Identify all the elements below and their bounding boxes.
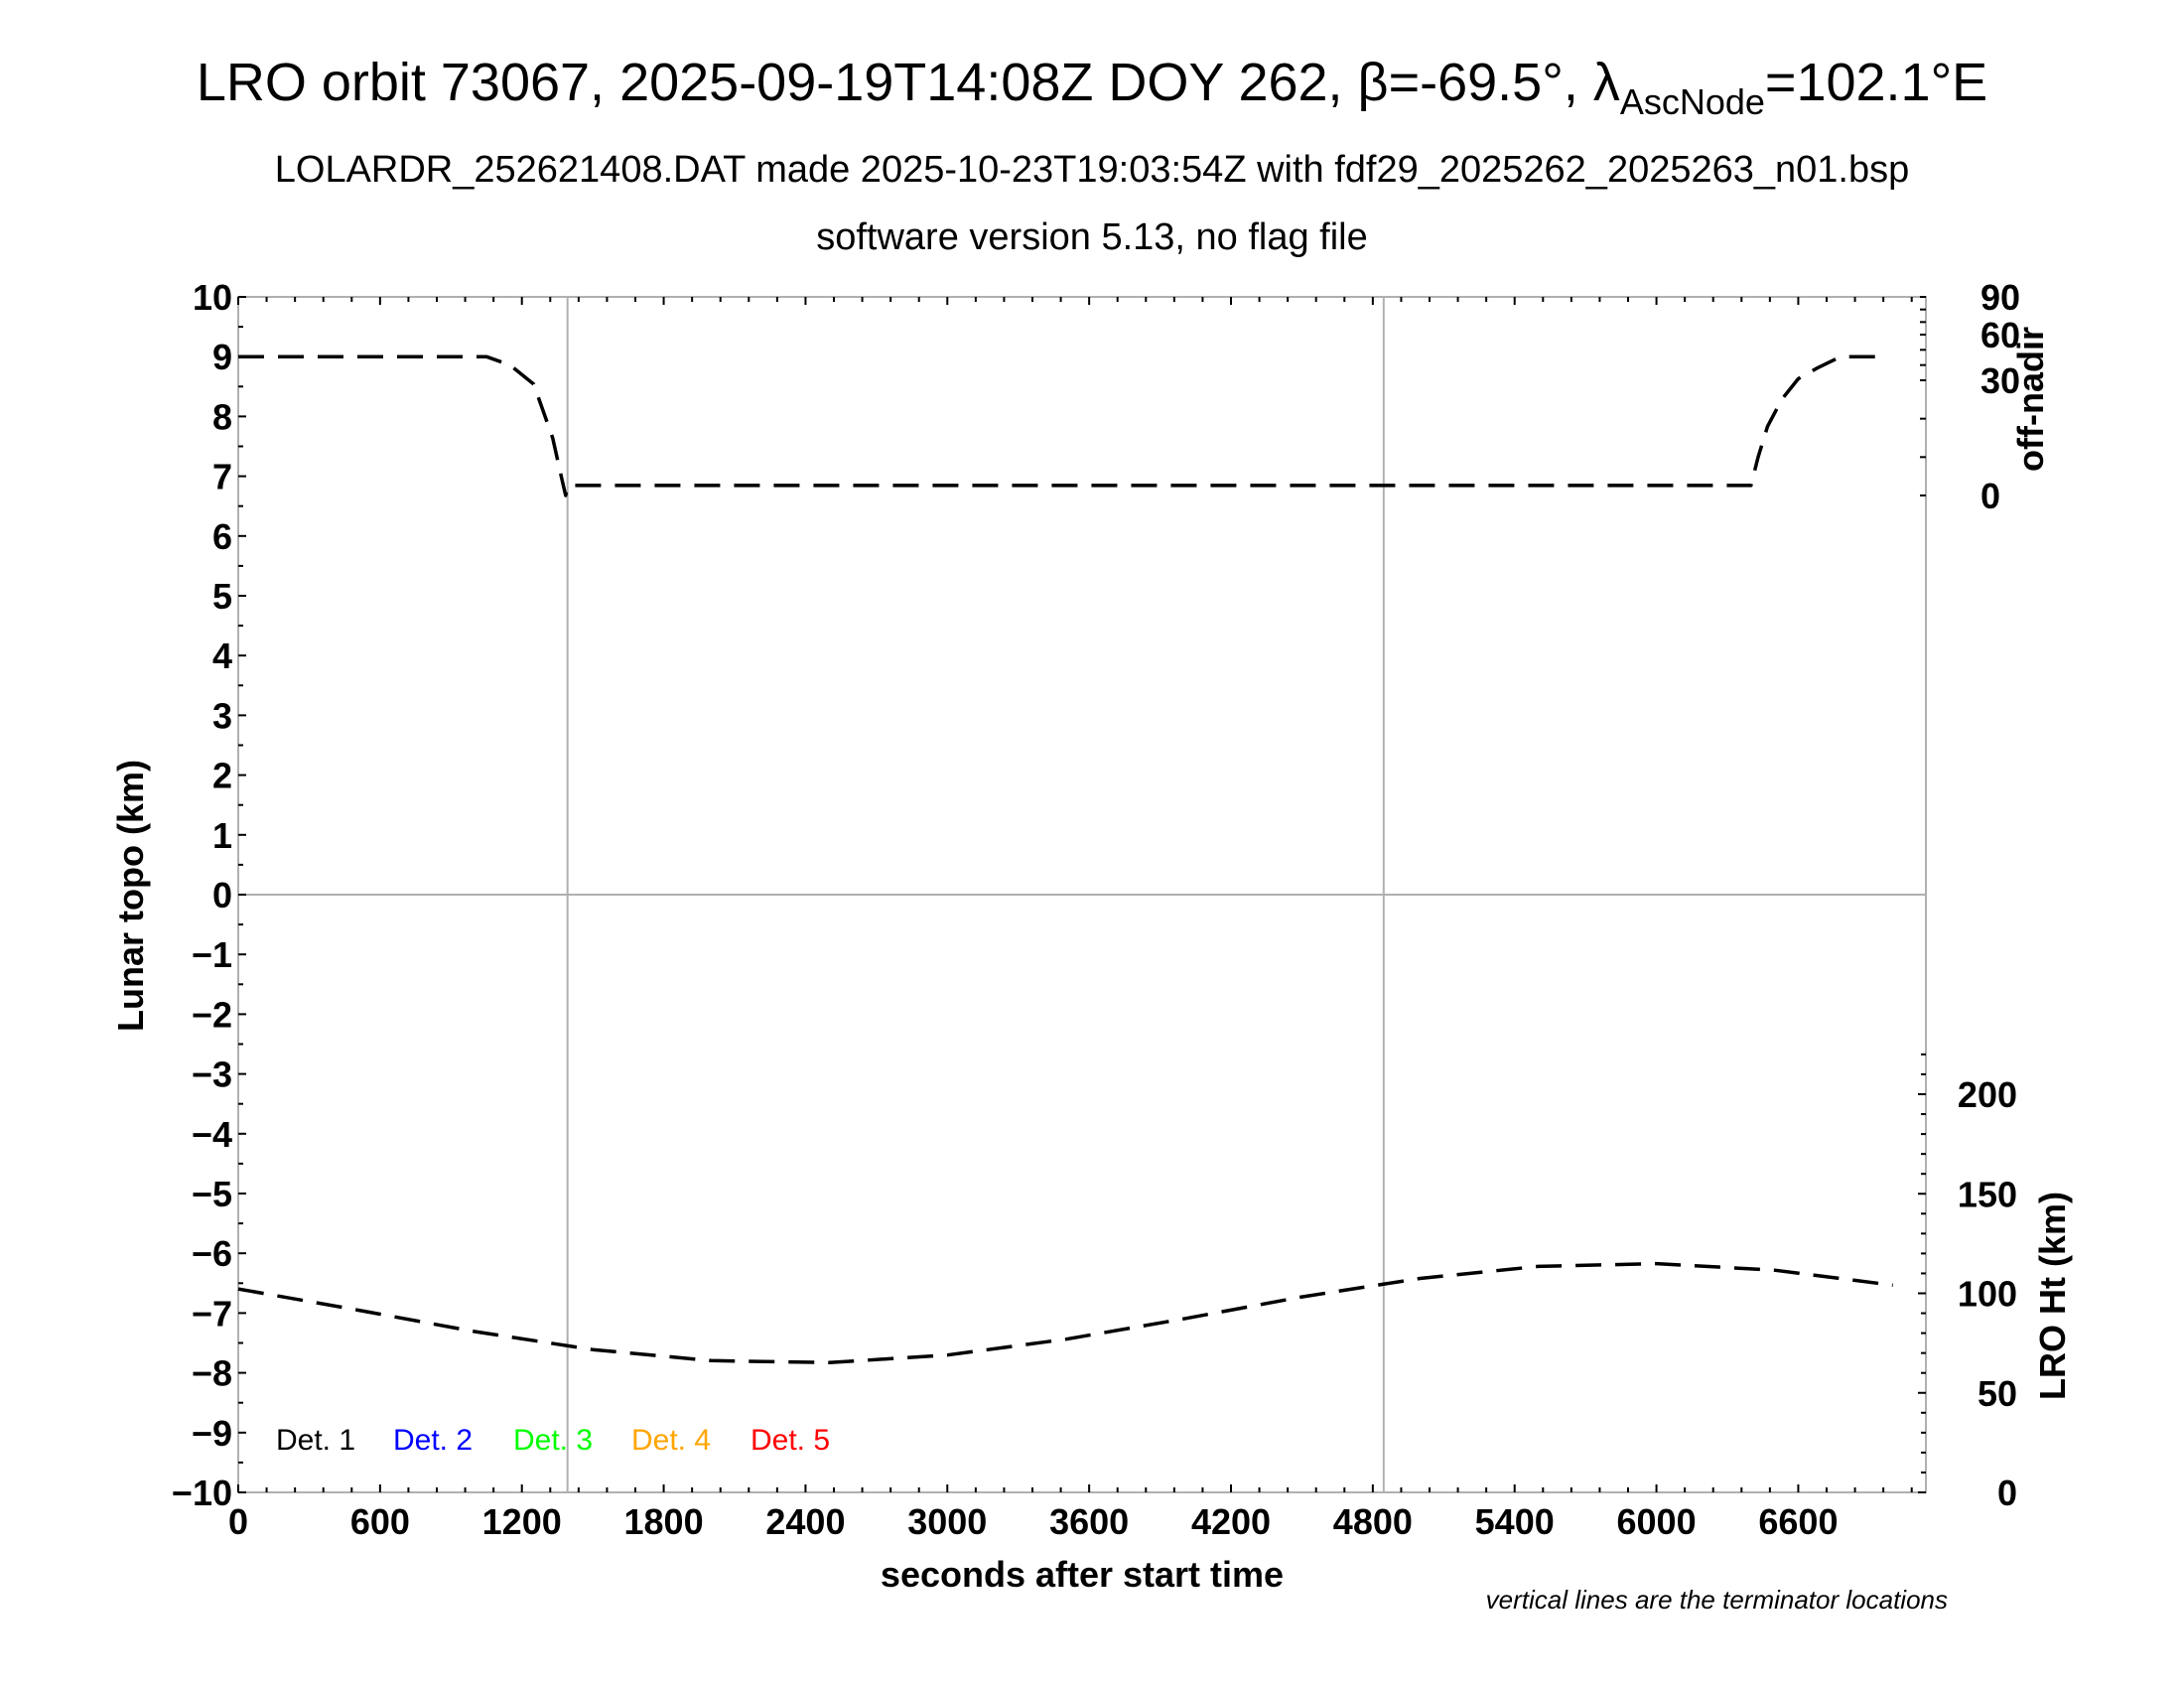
y-tick-label-left: 9 xyxy=(212,337,232,377)
x-tick-label: 1200 xyxy=(482,1501,562,1542)
x-tick-label: 2400 xyxy=(765,1501,845,1542)
x-tick-label: 3000 xyxy=(907,1501,987,1542)
y-tick-label-left: −7 xyxy=(192,1293,232,1334)
y-tick-label-right-bottom: 150 xyxy=(1958,1174,2017,1214)
legend-item-det-2: Det. 2 xyxy=(393,1424,473,1457)
y-tick-label-left: −8 xyxy=(192,1353,232,1394)
y-tick-label-left: 10 xyxy=(193,277,232,318)
y-tick-label-left: 8 xyxy=(212,396,232,437)
y-tick-label-right-top: 60 xyxy=(1980,315,2020,355)
y-tick-label-left: −1 xyxy=(192,934,232,975)
y-tick-label-left: −2 xyxy=(192,994,232,1035)
x-axis-label: seconds after start time xyxy=(881,1554,1284,1595)
y-tick-label-right-bottom: 0 xyxy=(1997,1473,2017,1513)
y-tick-label-right-top: 0 xyxy=(1980,476,2000,516)
y-tick-label-left: −4 xyxy=(192,1114,232,1155)
legend-item-det-1: Det. 1 xyxy=(276,1424,355,1457)
y-tick-label-left: 2 xyxy=(212,756,232,796)
lro-height-line xyxy=(237,1261,1893,1365)
y-tick-label-left: 0 xyxy=(212,875,232,915)
y-tick-label-right-top: 90 xyxy=(1980,277,2020,318)
x-tick-label: 5400 xyxy=(1475,1501,1555,1542)
x-tick-label: 6600 xyxy=(1758,1501,1838,1542)
chart-title: LRO orbit 73067, 2025-09-19T14:08Z DOY 2… xyxy=(196,53,1988,122)
y-tick-label-left: −5 xyxy=(192,1174,232,1214)
y-tick-label-left: −10 xyxy=(172,1473,232,1513)
y-tick-label-left: −3 xyxy=(192,1055,232,1095)
y-tick-label-left: 7 xyxy=(212,457,232,497)
y-tick-label-right-bottom: 100 xyxy=(1958,1274,2017,1315)
x-tick-label: 4200 xyxy=(1191,1501,1271,1542)
y-axis-label-left: Lunar topo (km) xyxy=(110,760,151,1032)
y-tick-label-right-top: 30 xyxy=(1980,360,2020,401)
x-tick-label: 0 xyxy=(228,1501,248,1542)
y-tick-label-left: 1 xyxy=(212,815,232,856)
y-tick-label-left: 6 xyxy=(212,516,232,557)
x-tick-label: 6000 xyxy=(1617,1501,1697,1542)
legend-item-det-5: Det. 5 xyxy=(751,1424,830,1457)
x-tick-label: 4800 xyxy=(1333,1501,1413,1542)
terminator-note: vertical lines are the terminator locati… xyxy=(1486,1585,1948,1615)
legend-item-det-3: Det. 3 xyxy=(513,1424,593,1457)
x-tick-label: 600 xyxy=(350,1501,410,1542)
y-tick-label-left: 3 xyxy=(212,695,232,736)
chart-subtitle-2: software version 5.13, no flag file xyxy=(816,216,1368,258)
y-tick-label-left: 4 xyxy=(212,635,232,676)
legend-item-det-4: Det. 4 xyxy=(631,1424,711,1457)
y-tick-label-left: −9 xyxy=(192,1413,232,1454)
y-axis-label-off-nadir: off-nadir xyxy=(2010,327,2051,472)
y-tick-label-right-bottom: 50 xyxy=(1978,1373,2017,1414)
y-tick-label-right-bottom: 200 xyxy=(1958,1074,2017,1115)
y-axis-label-lro-height: LRO Ht (km) xyxy=(2032,1192,2073,1400)
chart-subtitle: LOLARDR_252621408.DAT made 2025-10-23T19… xyxy=(274,149,1910,191)
off-nadir-line xyxy=(238,354,1881,497)
y-tick-label-left: 5 xyxy=(212,576,232,617)
y-tick-label-left: −6 xyxy=(192,1233,232,1274)
x-tick-label: 3600 xyxy=(1049,1501,1129,1542)
x-tick-label: 1800 xyxy=(624,1501,704,1542)
